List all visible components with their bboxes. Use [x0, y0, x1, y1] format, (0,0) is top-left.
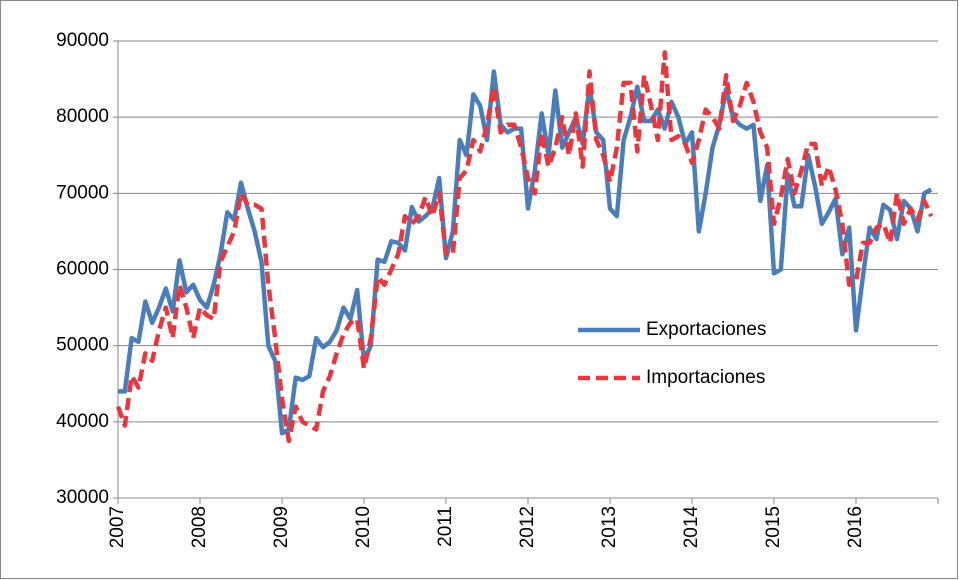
x-tick-label: 2013 [599, 506, 620, 548]
series-line [115, 50, 934, 444]
x-tick-label: 2015 [763, 506, 784, 548]
legend-label: Importaciones [646, 367, 765, 388]
y-tick-label: 80000 [56, 106, 109, 127]
series-line [118, 69, 933, 436]
x-tick-label: 2014 [681, 506, 702, 549]
x-tick-label: 2008 [189, 506, 210, 548]
x-tick-label: 2007 [107, 506, 128, 548]
x-tick-label: 2009 [271, 506, 292, 548]
y-tick-label: 30000 [56, 487, 109, 508]
x-tick-label: 2016 [845, 506, 866, 548]
y-tick-label: 70000 [56, 182, 109, 203]
y-tick-label: 50000 [56, 335, 109, 356]
y-tick-label: 60000 [56, 259, 109, 280]
x-tick-label: 2011 [435, 506, 456, 547]
y-tick-label: 40000 [56, 411, 109, 432]
y-tick-label: 90000 [56, 30, 109, 51]
x-tick-label: 2010 [353, 506, 374, 548]
legend-label: Exportaciones [646, 319, 766, 340]
x-tick-label: 2012 [517, 506, 538, 548]
